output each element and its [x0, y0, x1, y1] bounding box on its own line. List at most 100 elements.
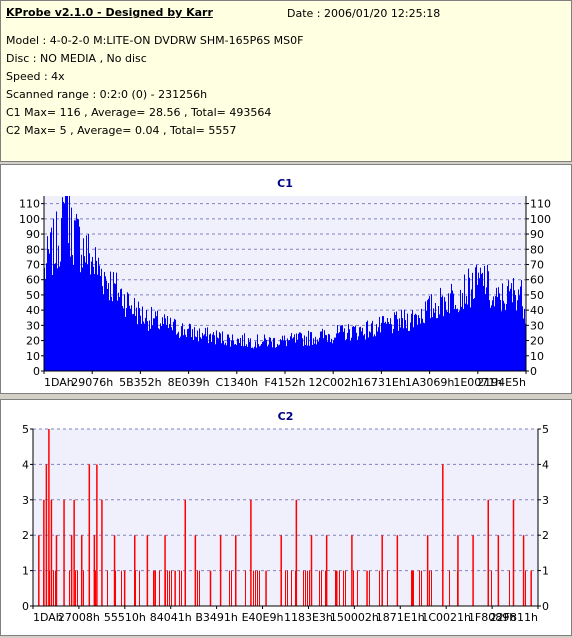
c2-x-tick-label: E40E9h [242, 611, 284, 624]
c1-bar [343, 331, 344, 371]
c1-bar [133, 313, 134, 371]
c1-bar [125, 316, 126, 371]
c1-bar [129, 305, 130, 371]
c1-bar [389, 323, 390, 371]
c1-bar [198, 341, 199, 371]
c1-bar [219, 332, 220, 371]
c1-bar [479, 278, 480, 371]
c1-bar [237, 338, 238, 371]
c1-bar [174, 318, 175, 371]
c1-bar [189, 323, 190, 371]
c1-bar [229, 337, 230, 371]
c2-bar [343, 570, 344, 606]
c2-bar [457, 535, 459, 606]
c1-bar [338, 333, 339, 371]
c1-bar [367, 320, 368, 371]
c1-bar [212, 334, 213, 371]
c1-bar [508, 280, 509, 371]
c2-x-tick-label: 150002h [330, 611, 379, 624]
c1-bar [351, 337, 352, 371]
c2-bar [421, 570, 422, 606]
c1-bar [257, 334, 258, 371]
c1-bar [166, 324, 167, 371]
c1-bar [196, 337, 197, 371]
c1-bar [513, 278, 514, 371]
c1-bar [171, 327, 172, 371]
c1-y-tick-right: 80 [530, 243, 544, 256]
c1-bar [496, 287, 497, 371]
c1-bar [457, 308, 458, 371]
c1-y-tick-left: 110 [19, 198, 40, 211]
c1-y-tick-right: 70 [530, 258, 544, 271]
c2-bar [512, 499, 515, 606]
c1-bar [168, 328, 169, 371]
c1-bar [370, 332, 371, 371]
c1-bar [295, 342, 296, 371]
c2-y-tick-left: 4 [22, 458, 29, 471]
c2-bar [197, 570, 198, 606]
c2-y-tick-right: 0 [542, 600, 549, 613]
c1-x-tick-label: 1DAh [44, 376, 74, 389]
c1-bar [428, 298, 429, 371]
c1-bar [276, 346, 277, 371]
c1-bar [87, 264, 88, 371]
c1-bar [194, 327, 195, 371]
c2-bar [231, 570, 232, 606]
c1-bar [251, 347, 252, 371]
c1-y-tick-right: 40 [530, 304, 544, 317]
c1-bar [52, 275, 53, 371]
c2-bar [107, 570, 108, 606]
c1-bar [357, 339, 358, 371]
c1-bar [94, 274, 95, 371]
c1-bar [250, 338, 251, 371]
c1-bar [377, 331, 378, 371]
c1-bar [261, 343, 262, 371]
c1-bar [456, 309, 457, 371]
c2-x-tick-label: 1DAh [33, 611, 63, 624]
c1-y-tick-right: 60 [530, 274, 544, 287]
c1-bar [394, 312, 395, 371]
c1-bar [503, 300, 504, 371]
c1-bar [300, 332, 301, 371]
c1-bar [333, 340, 334, 371]
model-line: Model : 4-0-2-0 M:LITE-ON DVDRW SHM-165P… [6, 34, 304, 47]
c1-bar [169, 324, 170, 371]
c1-bar [60, 261, 61, 371]
c1-bar [355, 325, 356, 371]
c1-bar [297, 339, 298, 371]
c1-bar [410, 322, 411, 371]
c1-x-tick-label: 12C002h [308, 376, 358, 389]
c2-bar [77, 570, 78, 606]
c1-bar [233, 340, 234, 371]
c1-bar [46, 263, 47, 371]
c1-bar [232, 334, 233, 371]
c1-bar [179, 338, 180, 371]
c1-bar [369, 331, 370, 371]
c1-bar [279, 344, 280, 371]
c2-bar [235, 535, 237, 606]
c1-bar [49, 253, 50, 371]
c1-y-tick-right: 90 [530, 228, 544, 241]
c2-bar [55, 535, 58, 606]
c1-bar [96, 260, 97, 371]
c1-bar [429, 296, 430, 371]
c1-bar [415, 313, 416, 371]
c1-bar [120, 289, 121, 371]
c2-bar [80, 535, 83, 606]
c1-bar [286, 346, 287, 371]
c1-bar [310, 332, 311, 371]
c1-bar [405, 320, 406, 371]
c1-bar [80, 272, 81, 371]
c2-bar [253, 570, 254, 606]
c2-y-tick-left: 2 [22, 529, 29, 542]
c2-bar [442, 464, 444, 606]
c1-bar [485, 294, 486, 371]
c1-bar [372, 320, 373, 371]
c2-bar [259, 570, 260, 606]
c1-chart-title: C1 [277, 177, 293, 190]
c2-bar [123, 570, 126, 606]
c2-x-tick-label: B3491h [195, 611, 238, 624]
c2-bar [250, 499, 252, 606]
c2-y-tick-right: 2 [542, 529, 549, 542]
c1-bar [260, 345, 261, 371]
